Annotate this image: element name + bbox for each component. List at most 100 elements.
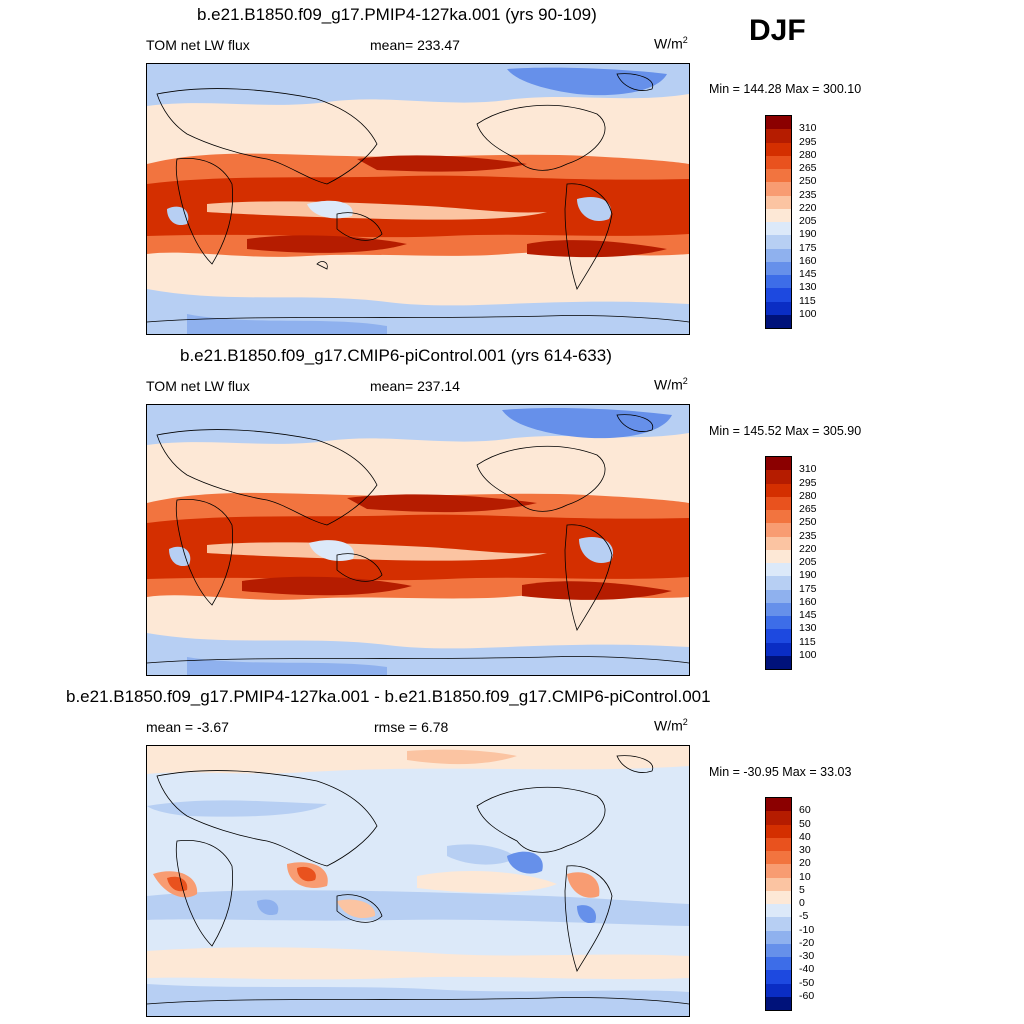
- colorbar-swatch: [766, 510, 791, 524]
- colorbar-swatch: [766, 930, 791, 944]
- panel-1-units: W/m2: [654, 35, 688, 52]
- panel-3-map-field: [147, 746, 689, 1016]
- colorbar-swatch: [766, 602, 791, 616]
- colorbar-tick-label: 235: [799, 188, 817, 201]
- colorbar-tick-label: 0: [799, 897, 805, 909]
- colorbar-tick-label: 280: [799, 148, 817, 161]
- colorbar-tick-label: 10: [799, 870, 811, 883]
- colorbar-swatch: [766, 470, 791, 484]
- colorbar-swatch: [766, 182, 791, 196]
- colorbar-tick-label: 60: [799, 804, 811, 817]
- colorbar-tick-label: 145: [799, 268, 817, 280]
- colorbar-swatch: [766, 116, 791, 130]
- colorbar-tick-label: 5: [799, 883, 805, 896]
- colorbar-tick-label: 115: [799, 635, 816, 648]
- panel-3-units: W/m2: [654, 717, 688, 734]
- panel-1-map: [146, 63, 690, 335]
- colorbar-swatch: [766, 864, 791, 878]
- colorbar-tick-label: 100: [799, 648, 817, 661]
- colorbar-tick-label: 295: [799, 476, 817, 489]
- colorbar-swatch: [766, 798, 791, 812]
- colorbar-tick-label: 205: [799, 556, 817, 568]
- colorbar-tick-label: -50: [799, 976, 815, 989]
- colorbar-swatch: [766, 877, 791, 891]
- panel-1-min-max: Min = 144.28 Max = 300.10: [709, 82, 862, 96]
- colorbar-swatch: [766, 563, 791, 577]
- colorbar-swatch: [766, 155, 791, 169]
- colorbar-swatch: [766, 957, 791, 971]
- panel-2-mean-label: mean= 237.14: [370, 378, 460, 394]
- panel-2-map-field: [147, 405, 689, 675]
- panel-1-map-field: [147, 64, 689, 334]
- panel-1-title: b.e21.B1850.f09_g17.PMIP4-127ka.001 (yrs…: [197, 5, 597, 24]
- colorbar-tick-label: 175: [799, 241, 817, 254]
- colorbar-swatch: [766, 824, 791, 838]
- colorbar-tick-label: 100: [799, 307, 817, 320]
- colorbar-tick-label: 205: [799, 215, 817, 227]
- panel-3-rmse-label: rmse = 6.78: [374, 719, 449, 735]
- panel-3-colorbar-swatches: [765, 797, 792, 1011]
- colorbar-tick-label: 160: [799, 254, 817, 267]
- colorbar-tick-label: 160: [799, 595, 817, 608]
- season-label: DJF: [749, 14, 806, 47]
- colorbar-tick-label: 280: [799, 489, 817, 502]
- colorbar-tick-label: 250: [799, 516, 817, 529]
- colorbar-swatch: [766, 851, 791, 865]
- colorbar-swatch: [766, 629, 791, 643]
- panel-3-title: b.e21.B1850.f09_g17.PMIP4-127ka.001 - b.…: [66, 687, 711, 706]
- colorbar-swatch: [766, 970, 791, 984]
- colorbar-swatch: [766, 983, 791, 997]
- colorbar-swatch: [766, 142, 791, 156]
- colorbar-swatch: [766, 301, 791, 315]
- colorbar-tick-label: 190: [799, 228, 817, 241]
- panel-1-colorbar-swatches: [765, 115, 792, 329]
- colorbar-tick-label: 190: [799, 569, 817, 582]
- colorbar-tick-label: 30: [799, 844, 811, 856]
- panel-2-units: W/m2: [654, 376, 688, 393]
- colorbar-tick-label: 130: [799, 281, 817, 294]
- colorbar-swatch: [766, 248, 791, 262]
- colorbar-swatch: [766, 904, 791, 918]
- panel-3-mean-label: mean = -3.67: [146, 719, 229, 735]
- panel-2-colorbar-swatches: [765, 456, 792, 670]
- colorbar-tick-label: 235: [799, 529, 817, 542]
- colorbar-swatch: [766, 523, 791, 537]
- colorbar-swatch: [766, 275, 791, 289]
- panel-3-map: [146, 745, 690, 1017]
- panel-2-map: [146, 404, 690, 676]
- colorbar-tick-label: 145: [799, 609, 817, 621]
- colorbar-tick-label: 175: [799, 582, 817, 595]
- colorbar-swatch: [766, 288, 791, 302]
- colorbar-swatch: [766, 195, 791, 209]
- colorbar-tick-label: 265: [799, 162, 817, 174]
- colorbar-swatch: [766, 996, 791, 1010]
- colorbar-tick-label: -30: [799, 950, 815, 962]
- panel-3-min-max: Min = -30.95 Max = 33.03: [709, 765, 852, 779]
- colorbar-swatch: [766, 235, 791, 249]
- colorbar-swatch: [766, 943, 791, 957]
- colorbar-swatch: [766, 483, 791, 497]
- colorbar-swatch: [766, 576, 791, 590]
- colorbar-swatch: [766, 208, 791, 222]
- colorbar-tick-label: 310: [799, 463, 817, 476]
- panel-2-min-max: Min = 145.52 Max = 305.90: [709, 424, 862, 438]
- panel-2-title: b.e21.B1850.f09_g17.CMIP6-piControl.001 …: [180, 346, 612, 365]
- colorbar-tick-label: 20: [799, 857, 811, 870]
- colorbar-tick-label: 265: [799, 503, 817, 515]
- colorbar-swatch: [766, 837, 791, 851]
- colorbar-swatch: [766, 616, 791, 630]
- colorbar-tick-label: 220: [799, 542, 817, 555]
- colorbar-swatch: [766, 261, 791, 275]
- colorbar-tick-label: 50: [799, 817, 811, 830]
- colorbar-swatch: [766, 496, 791, 510]
- colorbar-swatch: [766, 129, 791, 143]
- colorbar-tick-label: 310: [799, 122, 817, 135]
- colorbar-swatch: [766, 169, 791, 183]
- colorbar-swatch: [766, 549, 791, 563]
- colorbar-tick-label: 295: [799, 135, 817, 148]
- colorbar-tick-label: -10: [799, 923, 815, 936]
- colorbar-tick-label: 220: [799, 201, 817, 214]
- colorbar-tick-label: -20: [799, 936, 815, 949]
- colorbar-swatch: [766, 642, 791, 656]
- panel-1-variable-label: TOM net LW flux: [146, 37, 250, 53]
